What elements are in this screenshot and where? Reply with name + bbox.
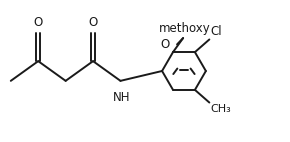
Text: CH₃: CH₃: [211, 104, 231, 114]
Text: O: O: [34, 16, 43, 29]
Text: NH: NH: [113, 91, 131, 104]
Text: Cl: Cl: [211, 25, 222, 38]
Text: O: O: [161, 38, 170, 51]
Text: methoxy: methoxy: [159, 22, 211, 35]
Text: O: O: [88, 16, 98, 29]
